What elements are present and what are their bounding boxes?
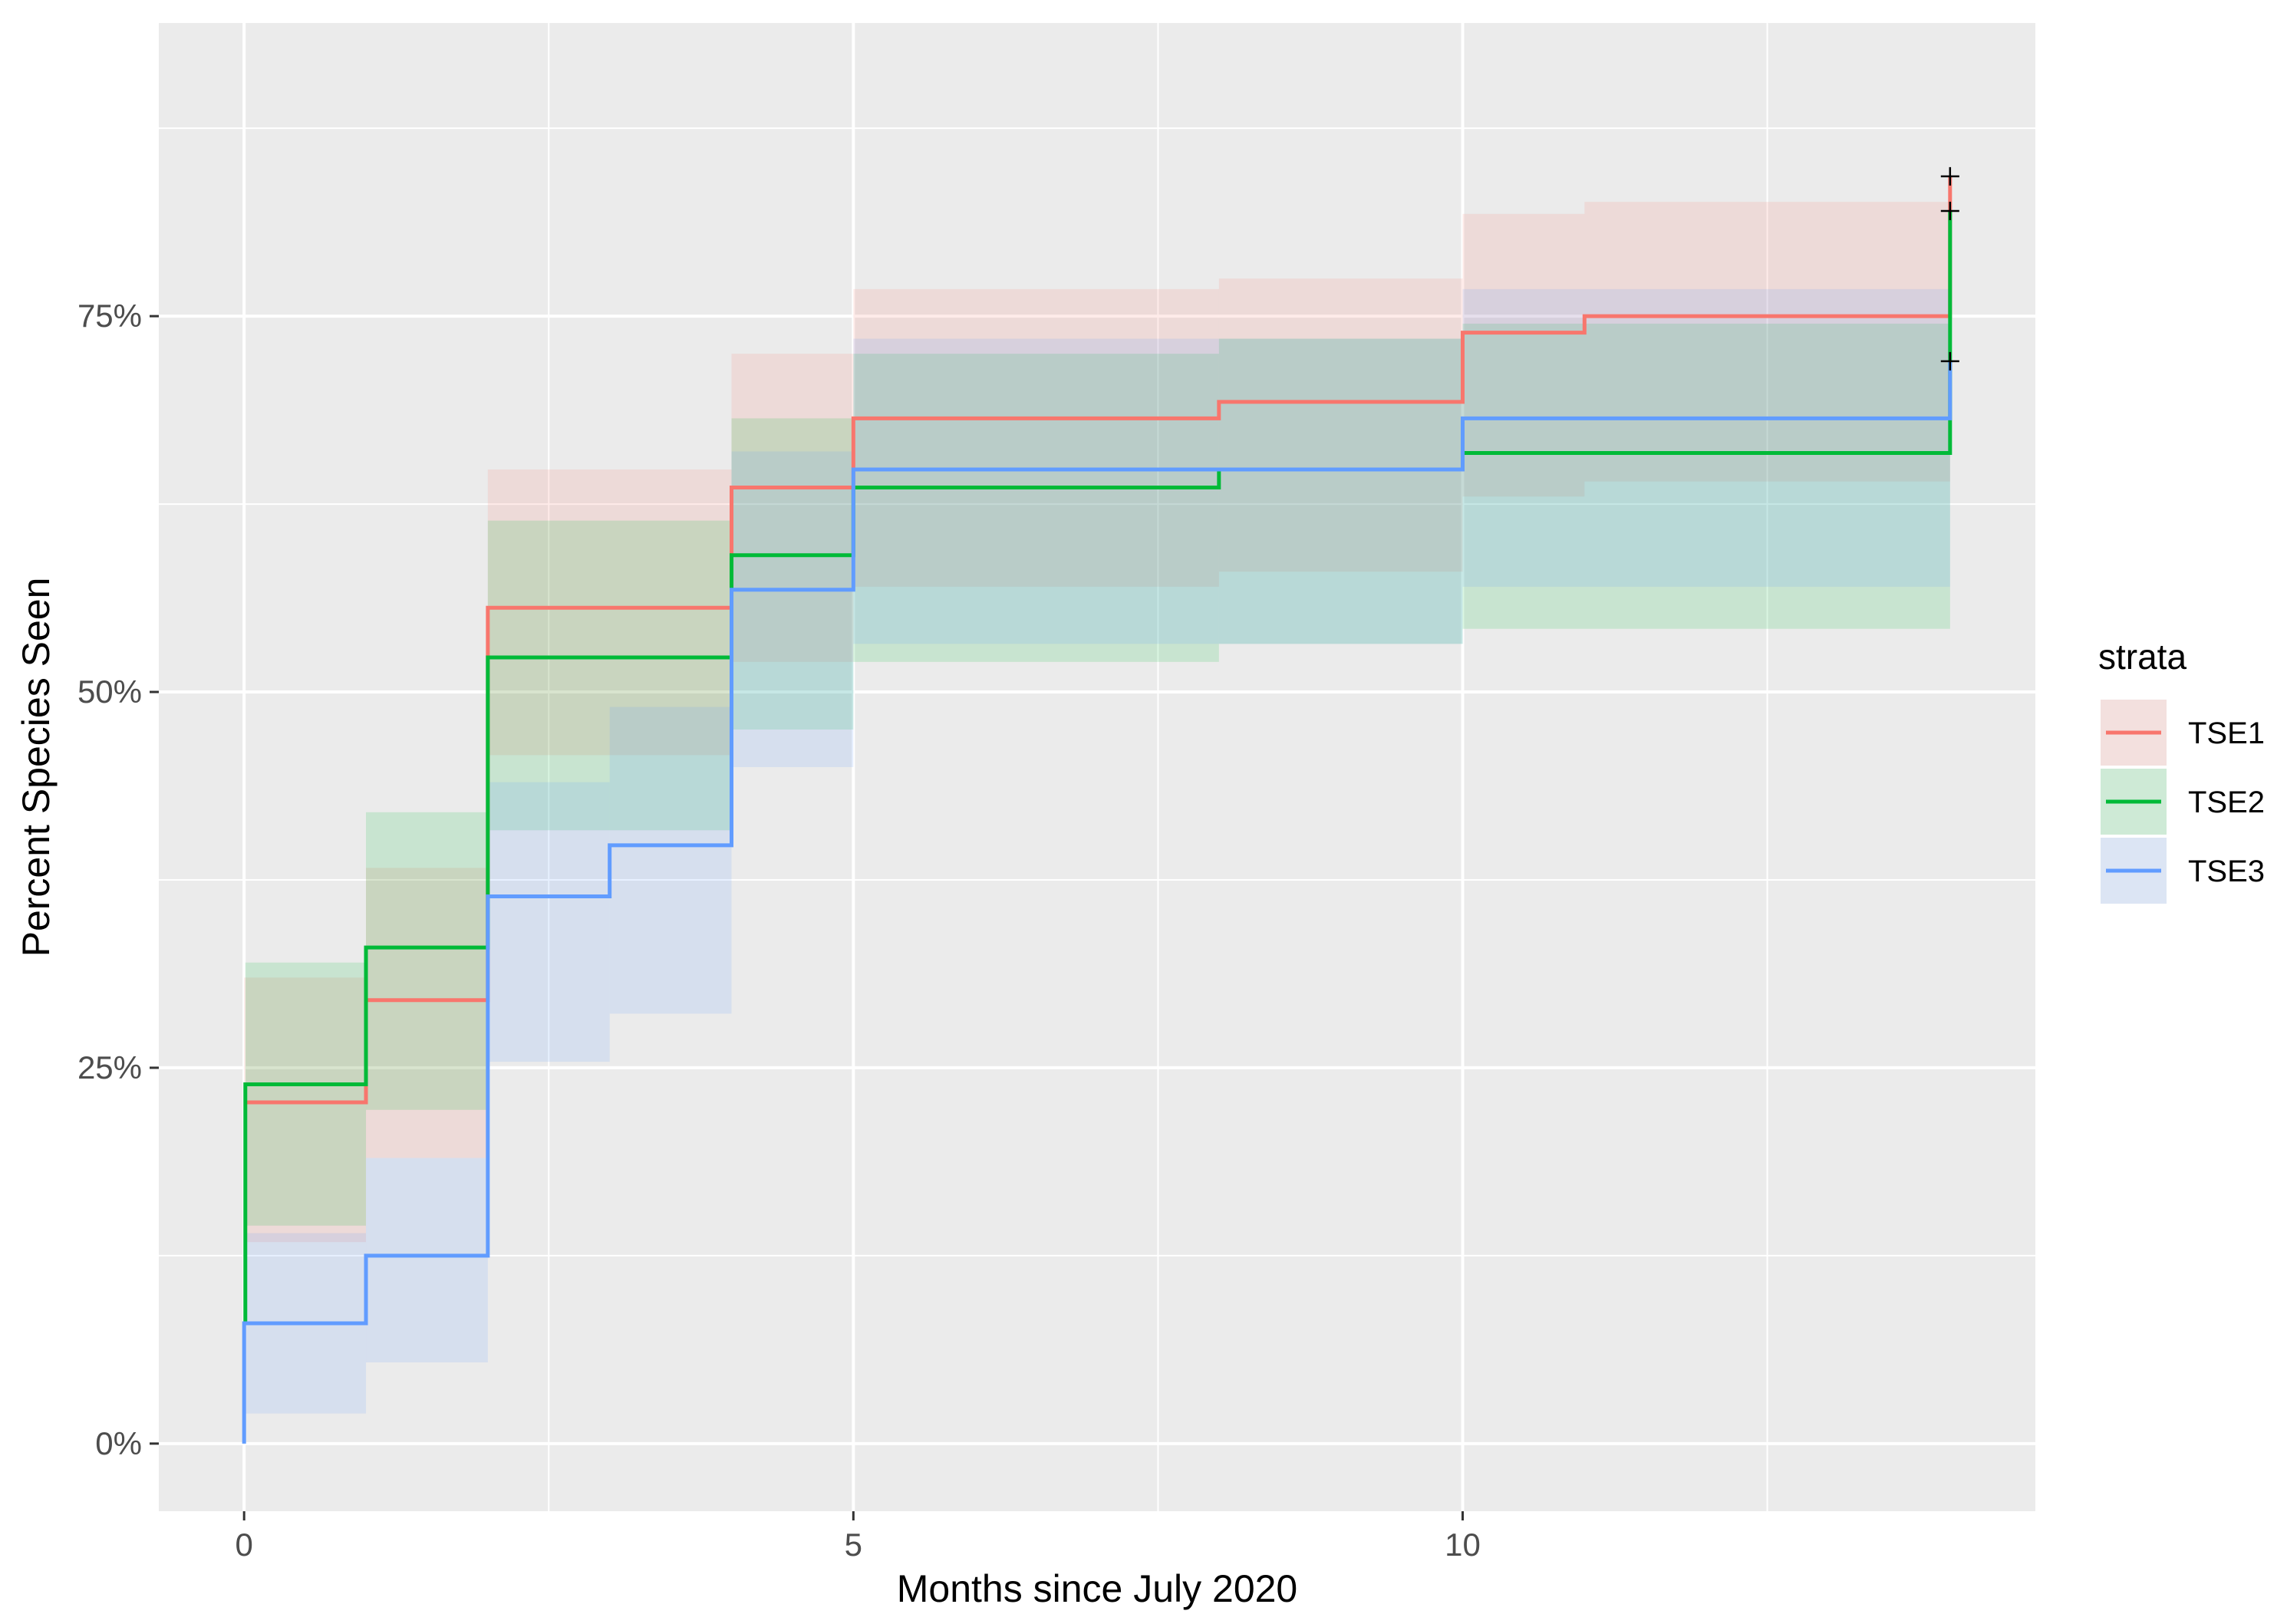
plot-panel (159, 23, 2035, 1511)
tse2-ribbon-segment (1218, 338, 1463, 644)
tse3-ribbon-segment (366, 1158, 488, 1362)
x-tick-label: 5 (845, 1527, 862, 1563)
legend-title: strata (2098, 637, 2186, 677)
tse3-ribbon-segment (487, 782, 610, 1062)
tse2-legend-label: TSE2 (2188, 786, 2265, 819)
tse1-censor-mark (1940, 166, 1959, 186)
tse3-ribbon-segment (1462, 288, 1950, 587)
tse1-ribbon-segment (1584, 202, 1950, 482)
confidence-ribbons (244, 202, 1950, 1414)
x-axis-title: Months since July 2020 (897, 1567, 1298, 1610)
y-tick-label: 75% (77, 298, 142, 334)
tse2-censor-mark (1940, 201, 1959, 220)
y-axis-title: Percent Species Seen (15, 578, 58, 957)
tse3-legend-label: TSE3 (2188, 855, 2265, 888)
axes: 0 5 10 0% 25% 50% 75% (77, 298, 1481, 1563)
tse1-ribbon-segment (1218, 278, 1463, 572)
y-tick-label: 0% (95, 1425, 142, 1461)
tse1-ribbon-segment (853, 288, 1219, 587)
tse2-ribbon-segment (366, 812, 488, 1110)
step-lines (242, 176, 1953, 1444)
x-tick-label: 10 (1445, 1527, 1481, 1563)
tse2-ribbon-segment (245, 962, 367, 1226)
tse1-ribbon-segment (731, 354, 854, 662)
tse3-ribbon-segment (609, 707, 732, 1014)
censor-marks (1940, 166, 1959, 371)
y-tick-label: 25% (77, 1049, 142, 1085)
tse3-censor-mark (1940, 351, 1959, 371)
tse3-ribbon-segment (731, 451, 854, 767)
tse1-step-line (244, 176, 1953, 1105)
y-tick-label: 50% (77, 674, 142, 710)
tse1-legend-label: TSE1 (2188, 716, 2265, 750)
x-tick-label: 0 (236, 1527, 253, 1563)
tse3-ribbon-segment (853, 338, 1463, 644)
tse1-ribbon-segment (487, 469, 732, 756)
tse3-step-line (242, 361, 1953, 1444)
tse1-ribbon-segment (366, 868, 488, 1158)
tse2-ribbon-segment (731, 418, 854, 730)
panel-background (159, 23, 2035, 1511)
tse2-ribbon-segment (853, 354, 1219, 662)
tse2-ribbon-segment (1462, 323, 1950, 629)
legend: strata TSE1 TSE2 TSE3 (2098, 637, 2265, 904)
tse2-ribbon-segment (487, 520, 732, 831)
tse1-ribbon-segment (1462, 213, 1585, 497)
tse1-ribbon-segment (244, 977, 367, 1243)
